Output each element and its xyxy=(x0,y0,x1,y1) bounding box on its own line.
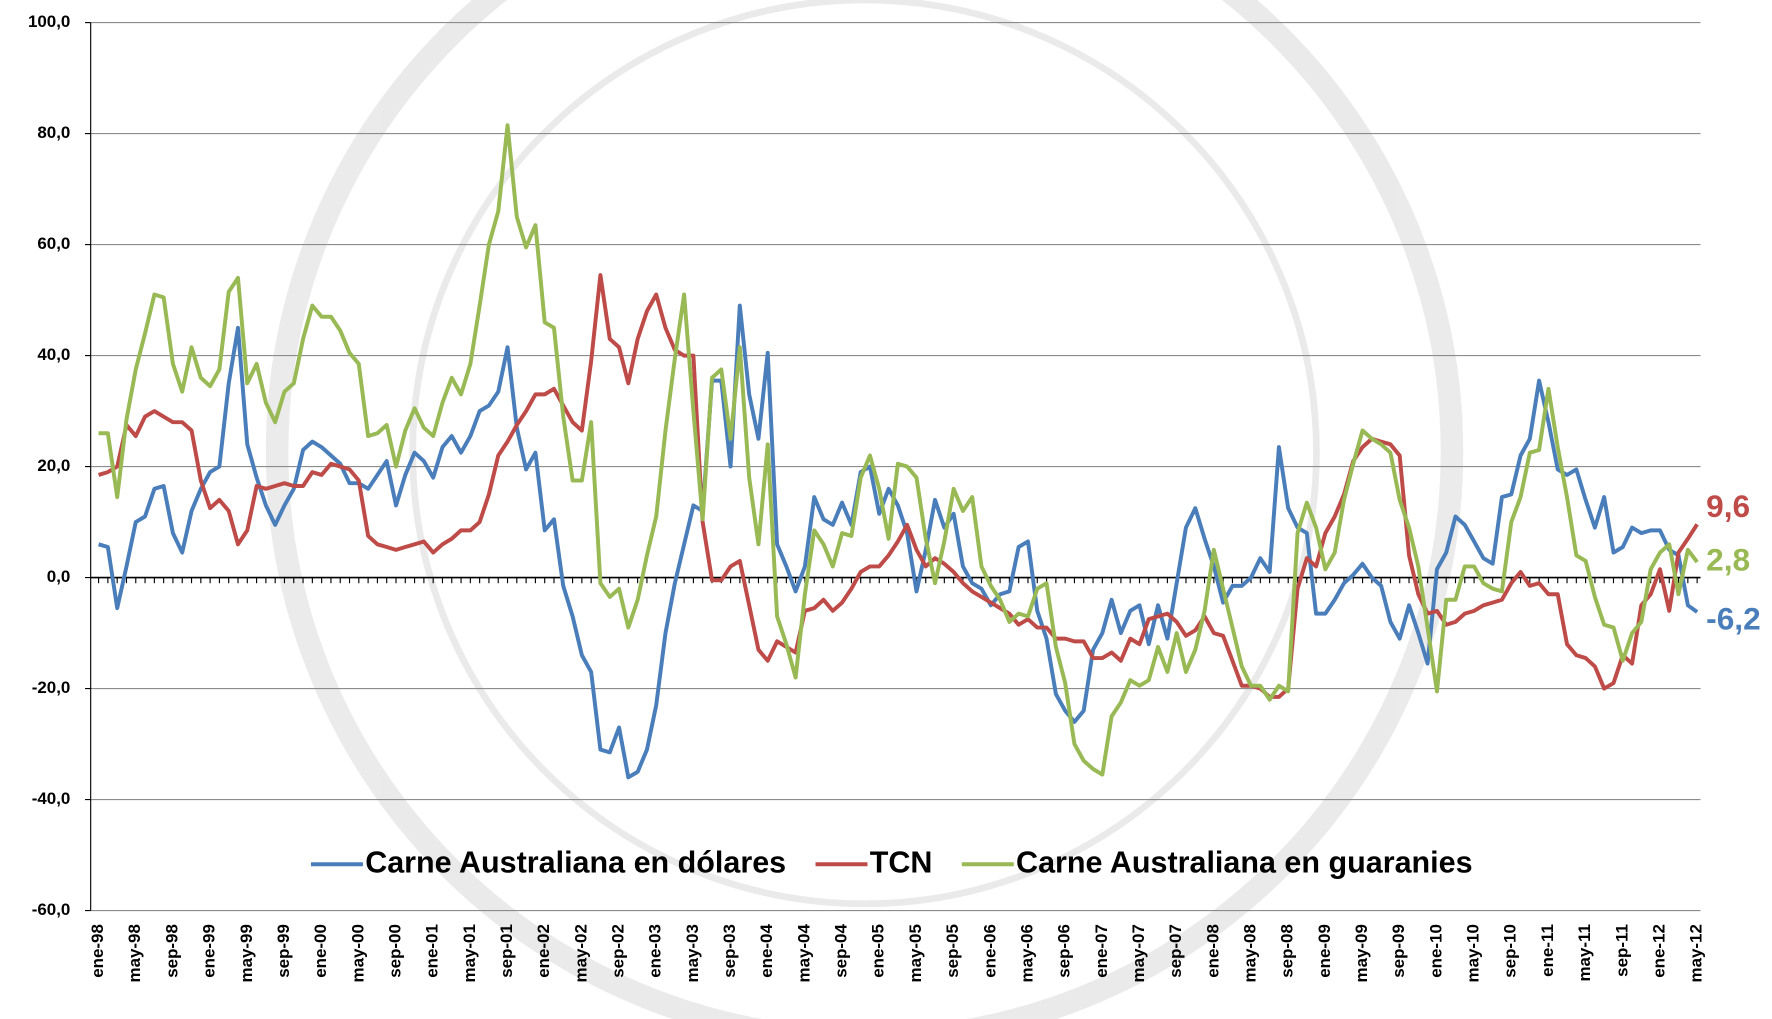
x-tick-label: may-09 xyxy=(1352,924,1371,982)
end-label: 2,8 xyxy=(1706,541,1750,577)
legend-label: Carne Australiana en guaranies xyxy=(1016,845,1473,879)
x-tick-label: sep-11 xyxy=(1612,924,1631,977)
x-tick-label: sep-04 xyxy=(832,924,851,978)
x-tick-label: ene-03 xyxy=(646,924,665,978)
x-tick-label: ene-00 xyxy=(311,924,330,978)
x-tick-label: sep-09 xyxy=(1389,924,1408,978)
x-tick-label: may-03 xyxy=(683,924,702,982)
x-tick-label: ene-07 xyxy=(1092,924,1111,978)
x-tick-label: ene-01 xyxy=(423,924,442,978)
x-tick-label: may-12 xyxy=(1687,924,1706,982)
y-tick-label: 20,0 xyxy=(37,456,70,475)
y-tick-label: -20,0 xyxy=(32,678,71,697)
y-tick-label: -60,0 xyxy=(32,900,71,919)
legend-label: TCN xyxy=(870,845,933,879)
x-tick-label: ene-08 xyxy=(1203,924,1222,978)
x-tick-label: sep-06 xyxy=(1055,924,1074,978)
y-tick-label: 60,0 xyxy=(37,234,70,253)
x-tick-label: sep-07 xyxy=(1166,924,1185,978)
x-tick-label: may-00 xyxy=(348,924,367,982)
y-tick-label: -40,0 xyxy=(32,789,71,808)
end-label: 9,6 xyxy=(1706,488,1750,524)
x-tick-label: may-08 xyxy=(1240,924,1259,982)
legend-label: Carne Australiana en dólares xyxy=(365,845,786,879)
x-tick-label: ene-11 xyxy=(1538,924,1557,977)
y-tick-label: 40,0 xyxy=(37,345,70,364)
x-tick-label: may-06 xyxy=(1017,924,1036,982)
x-tick-label: sep-99 xyxy=(274,924,293,978)
x-tick-label: ene-10 xyxy=(1426,924,1445,978)
x-tick-label: sep-10 xyxy=(1501,924,1520,978)
y-tick-label: 100,0 xyxy=(28,12,70,31)
x-tick-label: sep-05 xyxy=(943,924,962,978)
x-tick-label: ene-02 xyxy=(534,924,553,978)
x-tick-label: sep-98 xyxy=(162,924,181,978)
chart: -60,0 -40,0 -20,0 0,0 20,0 40,0 60,0 80,0 100,0 e… xyxy=(0,0,1772,1019)
x-tick-label: ene-04 xyxy=(757,924,776,978)
x-tick-label: ene-05 xyxy=(869,924,888,978)
y-tick-label: 0,0 xyxy=(47,567,71,586)
end-label: -6,2 xyxy=(1706,600,1761,636)
x-tick-label: sep-01 xyxy=(497,924,516,978)
x-tick-label: ene-06 xyxy=(980,924,999,978)
x-tick-label: sep-00 xyxy=(385,924,404,978)
x-tick-label: sep-08 xyxy=(1278,924,1297,978)
x-tick-label: may-11 xyxy=(1575,924,1594,981)
x-tick-label: may-10 xyxy=(1464,924,1483,982)
x-tick-label: ene-98 xyxy=(88,924,107,978)
y-tick-label: 80,0 xyxy=(37,123,70,142)
x-tick-label: may-01 xyxy=(460,924,479,982)
x-tick-label: may-02 xyxy=(571,924,590,982)
x-tick-label: may-04 xyxy=(794,924,813,983)
x-tick-label: may-98 xyxy=(125,924,144,982)
x-tick-label: ene-09 xyxy=(1315,924,1334,978)
x-tick-label: ene-12 xyxy=(1649,924,1668,978)
x-tick-label: may-07 xyxy=(1129,924,1148,982)
x-tick-label: sep-02 xyxy=(609,924,628,978)
x-tick-label: sep-03 xyxy=(720,924,739,978)
x-tick-label: may-05 xyxy=(906,924,925,982)
x-tick-label: ene-99 xyxy=(200,924,219,978)
x-tick-label: may-99 xyxy=(237,924,256,982)
